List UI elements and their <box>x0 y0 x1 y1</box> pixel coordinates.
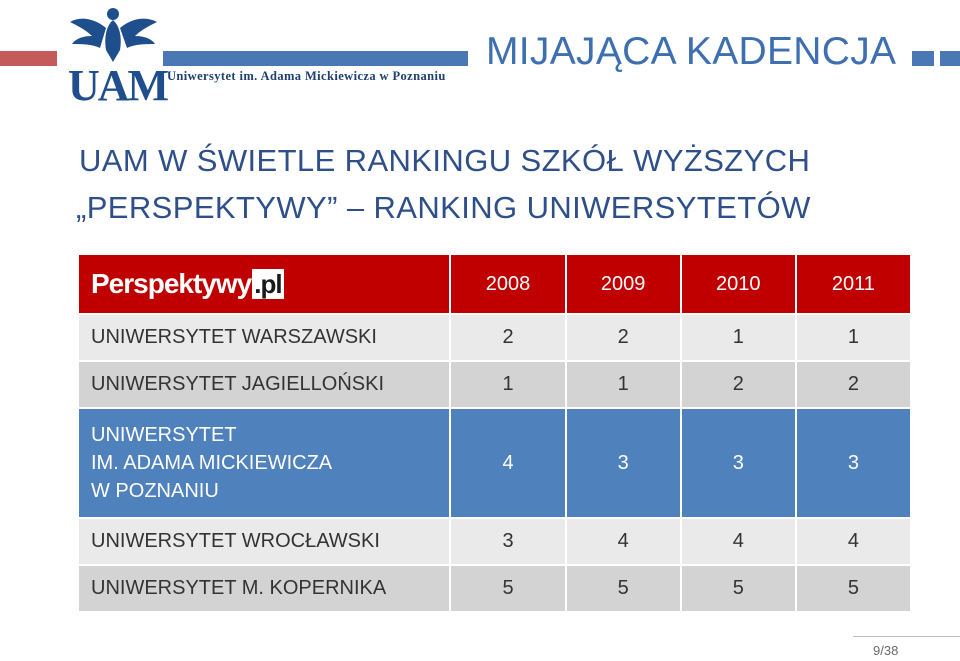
heading-line-1: UAM W ŚWIETLE RANKINGU SZKÓŁ WYŻSZYCH <box>79 143 811 178</box>
year-header: 2011 <box>796 255 910 315</box>
table-row: UNIWERSYTET JAGIELLOŃSKI 1 1 2 2 <box>79 362 910 409</box>
rank-cell: 4 <box>796 519 910 566</box>
rank-cell: 3 <box>566 409 682 519</box>
page-number: 9/38 <box>873 643 899 658</box>
rank-cell: 4 <box>566 519 682 566</box>
footer-divider <box>853 636 960 637</box>
rank-cell: 1 <box>566 362 682 409</box>
header-bar-left <box>0 51 57 66</box>
header-bar-middle <box>163 51 468 66</box>
header-bar-right-end <box>940 51 960 66</box>
university-cell: UNIWERSYTET M. KOPERNIKA <box>79 566 452 613</box>
header-bar-right <box>912 51 934 66</box>
table-header-row: Perspektywy .pl 2008 2009 2010 2011 <box>79 255 910 315</box>
logo-text: UAM <box>68 61 169 110</box>
rank-cell: 3 <box>451 519 567 566</box>
brand-name: Perspektywy <box>91 268 252 299</box>
year-header: 2008 <box>451 255 567 315</box>
university-name-line: UNIWERSYTET <box>91 424 237 446</box>
rank-cell: 4 <box>681 519 797 566</box>
table-row: UNIWERSYTET WARSZAWSKI 2 2 1 1 <box>79 315 910 362</box>
university-name-line: IM. ADAMA MICKIEWICZA <box>91 452 333 474</box>
rank-cell: 4 <box>451 409 567 519</box>
eagle-logo-icon <box>70 8 157 62</box>
rank-cell: 5 <box>566 566 682 613</box>
university-name-line: W POZNANIU <box>91 480 219 502</box>
rank-cell: 2 <box>796 362 910 409</box>
slide-title: MIJAJĄCA KADENCJA <box>486 30 897 73</box>
year-header: 2009 <box>566 255 682 315</box>
university-cell: UNIWERSYTET WARSZAWSKI <box>79 315 452 362</box>
rank-cell: 5 <box>796 566 910 613</box>
year-header: 2010 <box>681 255 797 315</box>
rank-cell: 2 <box>681 362 797 409</box>
brand-suffix: .pl <box>252 269 284 299</box>
perspektywy-logo: Perspektywy .pl <box>79 255 452 315</box>
rank-cell: 2 <box>451 315 567 362</box>
table-row: UNIWERSYTET WROCŁAWSKI 3 4 4 4 <box>79 519 910 566</box>
rank-cell: 2 <box>566 315 682 362</box>
rank-cell: 3 <box>681 409 797 519</box>
rank-cell: 5 <box>451 566 567 613</box>
rank-cell: 1 <box>681 315 797 362</box>
university-cell: UNIWERSYTET JAGIELLOŃSKI <box>79 362 452 409</box>
ranking-table: Perspektywy .pl 2008 2009 2010 2011 UNIWE… <box>79 255 910 613</box>
table-row: UNIWERSYTET M. KOPERNIKA 5 5 5 5 <box>79 566 910 613</box>
rank-cell: 1 <box>451 362 567 409</box>
university-name: Uniwersytet im. Adama Mickiewicza w Pozn… <box>167 69 446 83</box>
university-cell: UNIWERSYTET WROCŁAWSKI <box>79 519 452 566</box>
rank-cell: 3 <box>796 409 910 519</box>
rank-cell: 5 <box>681 566 797 613</box>
table-row-highlighted: UNIWERSYTET IM. ADAMA MICKIEWICZA W POZN… <box>79 409 910 519</box>
heading-line-2: „PERSPEKTYWY” – RANKING UNIWERSYTETÓW <box>76 190 811 225</box>
rank-cell: 1 <box>796 315 910 362</box>
university-cell: UNIWERSYTET IM. ADAMA MICKIEWICZA W POZN… <box>79 409 452 519</box>
